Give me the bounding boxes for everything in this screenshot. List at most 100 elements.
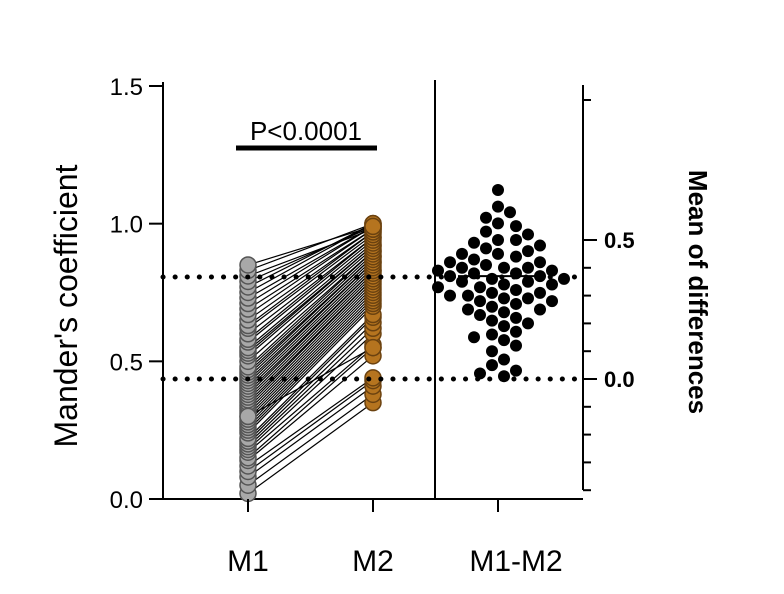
difference-point	[498, 292, 510, 305]
difference-point	[534, 239, 546, 252]
difference-point	[492, 234, 504, 246]
pair-line	[247, 283, 374, 412]
pair-line	[247, 225, 374, 266]
right-axis: 0.0 0.5 Mean of differences	[582, 85, 713, 492]
difference-point	[510, 311, 522, 324]
y-tick-label: 0.0	[110, 487, 143, 514]
y2-tick-label: 0.0	[604, 367, 635, 392]
difference-point	[474, 281, 486, 294]
difference-point	[498, 334, 510, 347]
difference-point	[492, 217, 504, 230]
difference-point	[498, 320, 510, 333]
difference-point	[522, 228, 534, 241]
difference-points	[432, 183, 570, 383]
pair-line	[247, 393, 374, 486]
difference-point	[480, 211, 492, 224]
difference-point	[510, 297, 522, 310]
difference-point	[498, 353, 510, 366]
difference-point	[522, 292, 534, 305]
category-label-m1-m2: M1-M2	[469, 545, 562, 578]
pair-line	[247, 225, 374, 299]
pair-line	[247, 225, 374, 305]
difference-point	[546, 264, 558, 277]
difference-point	[480, 259, 492, 272]
category-label-m2: M2	[352, 545, 394, 578]
p-value-label: P<0.0001	[250, 116, 362, 146]
y-ticks: 0.0 0.5 1.0 1.5	[110, 74, 163, 514]
difference-point	[492, 200, 504, 213]
difference-point	[468, 236, 480, 249]
m1-point	[239, 256, 257, 274]
pair-line	[247, 253, 374, 371]
m1-point	[239, 407, 257, 426]
y-tick-label: 1.5	[110, 74, 143, 101]
difference-point	[510, 284, 522, 297]
difference-point	[534, 303, 546, 316]
pair-line	[247, 347, 374, 459]
category-label-m1: M1	[227, 545, 269, 578]
pair-line	[247, 314, 374, 439]
reference-lines	[160, 274, 586, 382]
pair-line	[247, 275, 374, 401]
pair-line	[247, 231, 374, 327]
pair-line	[247, 297, 374, 426]
pair-line	[247, 267, 374, 390]
pair-line	[247, 239, 374, 343]
difference-point	[474, 309, 486, 322]
difference-point	[498, 306, 510, 319]
difference-point	[486, 272, 498, 285]
pair-line	[247, 256, 374, 373]
pair-line	[247, 264, 374, 387]
pair-line	[247, 303, 374, 431]
pair-line	[247, 272, 374, 398]
difference-point	[462, 303, 474, 316]
difference-point	[492, 247, 504, 260]
pair-line	[247, 327, 374, 448]
pair-line	[247, 377, 374, 467]
difference-point	[510, 234, 522, 246]
pair-line	[247, 261, 374, 382]
y2-ticks: 0.0 0.5	[583, 99, 635, 492]
difference-point	[546, 295, 558, 308]
difference-point	[534, 256, 546, 269]
difference-point	[486, 359, 498, 372]
difference-point	[510, 364, 522, 377]
difference-point	[492, 183, 504, 196]
difference-point	[510, 250, 522, 263]
difference-point	[522, 245, 534, 258]
pair-line	[247, 380, 374, 472]
pair-line	[247, 305, 374, 434]
pair-line	[247, 228, 374, 277]
m2-point	[364, 338, 382, 357]
m2-points	[364, 214, 382, 412]
difference-point	[432, 281, 444, 294]
significance-annotation: P<0.0001	[236, 116, 377, 151]
difference-point	[444, 289, 456, 302]
difference-point	[444, 256, 456, 269]
difference-point	[504, 206, 516, 219]
pair-line	[247, 245, 374, 351]
difference-point	[432, 264, 444, 277]
pair-line	[247, 234, 374, 329]
difference-point	[474, 295, 486, 308]
difference-point	[480, 242, 492, 255]
pair-line	[247, 344, 374, 453]
pair-line	[247, 385, 374, 478]
difference-point	[498, 278, 510, 291]
difference-point	[480, 225, 492, 238]
pair-line	[247, 289, 374, 417]
pair-line	[247, 225, 374, 283]
difference-point	[456, 247, 468, 260]
difference-point	[474, 367, 486, 380]
pair-line	[247, 242, 374, 349]
left-axis: 0.0 0.5 1.0 1.5 Mander's coefficient	[48, 74, 435, 514]
pair-line	[247, 223, 374, 272]
pair-line	[247, 355, 374, 461]
pair-line	[247, 286, 374, 415]
m1-points	[239, 256, 257, 503]
pair-line	[247, 236, 374, 335]
difference-point	[546, 278, 558, 291]
pair-line	[247, 322, 374, 445]
difference-point	[456, 261, 468, 274]
difference-point	[486, 314, 498, 327]
